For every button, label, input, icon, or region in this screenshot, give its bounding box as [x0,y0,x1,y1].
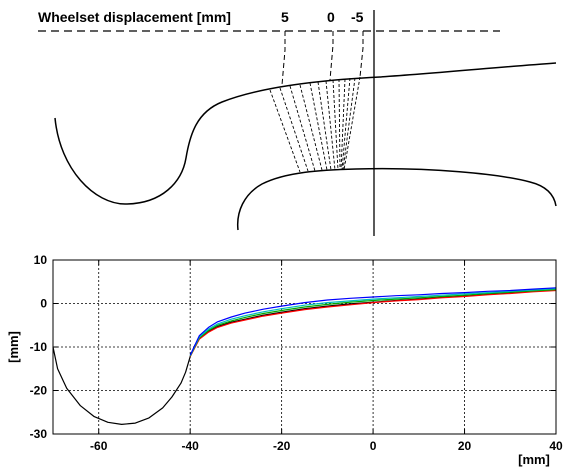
x-tick-label: -40 [182,439,200,453]
x-tick-label: 20 [458,439,472,453]
x-axis-label: [mm] [518,452,550,467]
y-tick-label: -10 [30,340,48,354]
y-tick-label: -20 [30,384,48,398]
y-tick-label: 10 [34,253,48,267]
y-tick-label: 0 [40,297,47,311]
y-axis-label: [mm] [6,331,21,363]
plot-area [53,260,556,434]
x-tick-label: 0 [370,439,377,453]
y-tick-label: -30 [30,427,48,441]
x-tick-label: 40 [549,439,563,453]
x-tick-label: -60 [90,439,108,453]
x-tick-label: -20 [273,439,291,453]
